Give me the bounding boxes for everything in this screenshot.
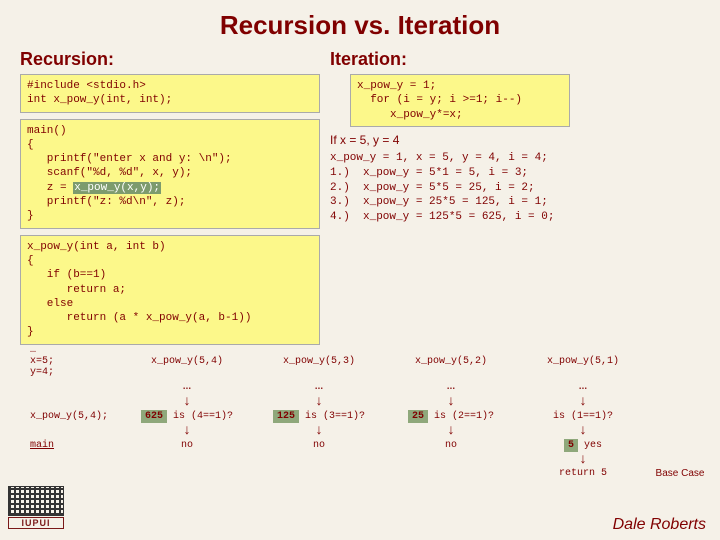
tree-dots-row: …↓ …↓ …↓ …↓ — [30, 378, 710, 410]
tree-text: is (2==1)? — [434, 411, 494, 422]
tree-calls-row: … x=5; y=4; x_pow_y(5,4) x_pow_y(5,3) x_… — [30, 345, 710, 378]
tree-answer-node: no — [386, 440, 516, 451]
iupui-logo: IUPUI — [8, 486, 64, 534]
tree-text: yes — [584, 440, 602, 451]
tree-call-node: x_pow_y(5,3) — [254, 356, 384, 367]
iteration-column: Iteration: x_pow_y = 1; for (i = y; i >=… — [330, 49, 700, 351]
tree-test-node: 625 is (4==1)? — [122, 410, 252, 423]
logo-text: IUPUI — [8, 517, 64, 529]
tree-arrow-row3: ↓ — [30, 452, 710, 468]
trace-condition: If x = 5, y = 4 — [330, 133, 700, 147]
logo-building-icon — [8, 486, 64, 516]
recursion-code-main: main() { printf("enter x and y: \n"); sc… — [20, 119, 320, 229]
tree-test-node: 125 is (3==1)? — [254, 410, 384, 423]
tree-text: y=4; — [30, 367, 54, 378]
main-label: main — [30, 440, 120, 451]
tree-call-node: x_pow_y(5,1) — [518, 356, 648, 367]
tree-text: … — [30, 345, 36, 356]
recursion-heading: Recursion: — [20, 49, 320, 70]
tree-return-row: return 5 Base Case — [30, 468, 710, 479]
return-value-box: 125 — [273, 410, 299, 423]
recursion-code-func: x_pow_y(int a, int b) { if (b==1) return… — [20, 235, 320, 345]
author-name: Dale Roberts — [613, 516, 706, 534]
trace-lines: x_pow_y = 1, x = 5, y = 4, i = 4; 1.) x_… — [330, 151, 700, 225]
slide-title: Recursion vs. Iteration — [0, 0, 720, 49]
init-call: x_pow_y(5,4); — [30, 411, 120, 422]
tree-text: is (4==1)? — [173, 411, 233, 422]
down-arrow-icon: ↓ — [518, 423, 648, 439]
down-arrow-icon: …↓ — [122, 378, 252, 410]
tree-text: x_pow_y(5,1) — [547, 356, 619, 367]
tree-text: x_pow_y(5,2) — [415, 356, 487, 367]
recursion-call-tree: … x=5; y=4; x_pow_y(5,4) x_pow_y(5,3) x_… — [30, 345, 710, 479]
base-case-label: Base Case — [650, 468, 710, 479]
return-value-box: 625 — [141, 410, 167, 423]
init-col: … x=5; y=4; — [30, 345, 120, 378]
down-arrow-icon: …↓ — [518, 378, 648, 410]
return-label: return 5 — [518, 468, 648, 479]
tree-answers-row: main no no no 5 yes — [30, 439, 710, 452]
tree-call-node: x_pow_y(5,4) — [122, 356, 252, 367]
down-arrow-icon: …↓ — [254, 378, 384, 410]
highlighted-call: x_pow_y(x,y); — [73, 182, 161, 194]
iteration-heading: Iteration: — [330, 49, 700, 70]
iteration-code: x_pow_y = 1; for (i = y; i >=1; i--) x_p… — [350, 74, 570, 127]
recursion-column: Recursion: #include <stdio.h> int x_pow_… — [20, 49, 320, 351]
tree-text: x_pow_y(5,3) — [283, 356, 355, 367]
tree-call-node: x_pow_y(5,2) — [386, 356, 516, 367]
tree-text: x=5; — [30, 356, 54, 367]
return-value-box: 5 — [564, 439, 578, 452]
down-arrow-icon: ↓ — [386, 423, 516, 439]
down-arrow-icon: ↓ — [122, 423, 252, 439]
tree-tests-row: x_pow_y(5,4); 625 is (4==1)? 125 is (3==… — [30, 410, 710, 423]
down-arrow-icon: ↓ — [254, 423, 384, 439]
down-arrow-icon: ↓ — [518, 452, 648, 468]
recursion-code-includes: #include <stdio.h> int x_pow_y(int, int)… — [20, 74, 320, 113]
tree-test-node: 25 is (2==1)? — [386, 410, 516, 423]
tree-answer-node: no — [254, 440, 384, 451]
content-columns: Recursion: #include <stdio.h> int x_pow_… — [0, 49, 720, 351]
tree-test-node: is (1==1)? — [518, 411, 648, 422]
tree-text: x_pow_y(5,4) — [151, 356, 223, 367]
code-text: printf("z: %d\n", z); } — [27, 196, 185, 222]
tree-text: is (1==1)? — [553, 411, 613, 422]
return-value-box: 25 — [408, 410, 428, 423]
tree-answer-node: 5 yes — [518, 439, 648, 452]
tree-arrow-row2: ↓ ↓ ↓ ↓ — [30, 423, 710, 439]
down-arrow-icon: …↓ — [386, 378, 516, 410]
tree-text: is (3==1)? — [305, 411, 365, 422]
tree-answer-node: no — [122, 440, 252, 451]
